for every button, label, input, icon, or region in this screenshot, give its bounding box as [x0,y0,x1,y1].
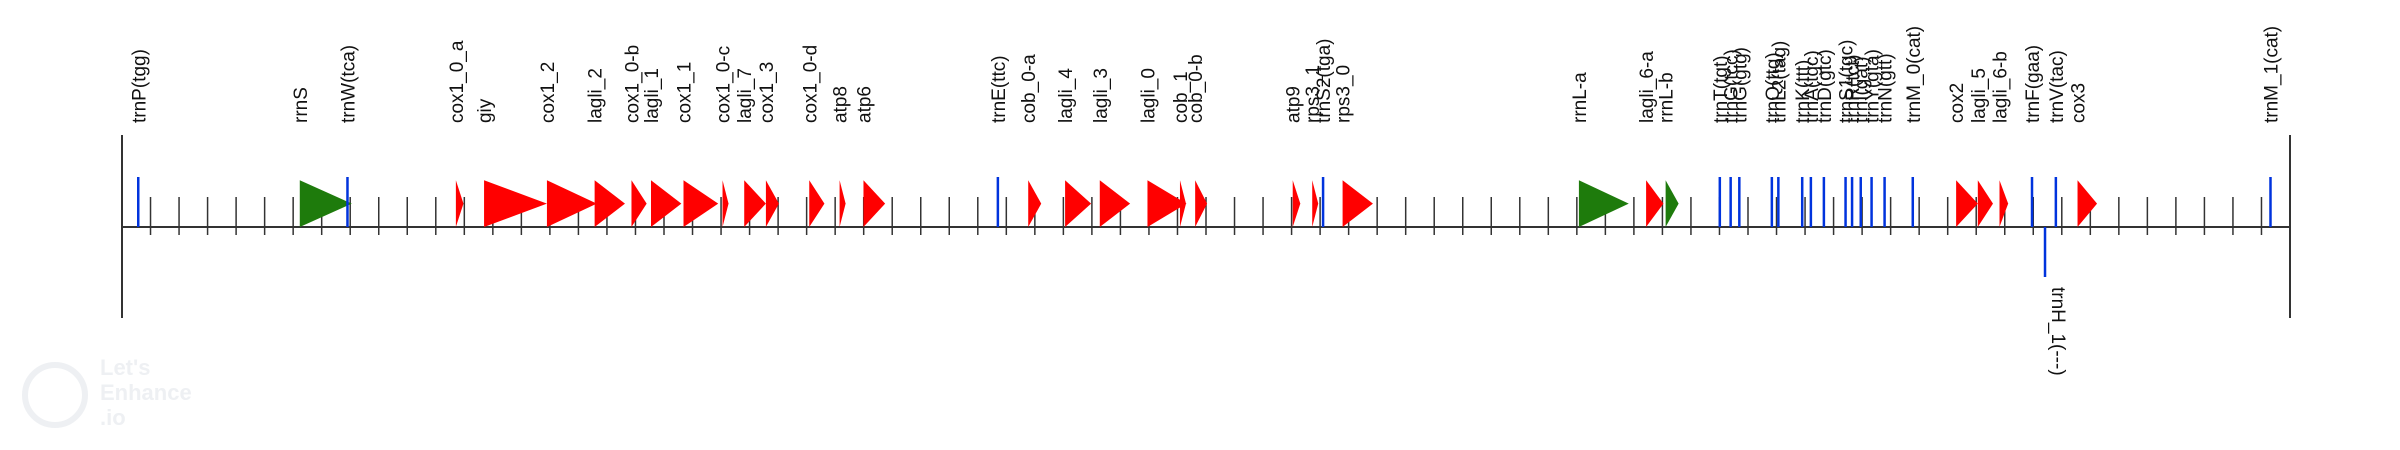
feature-rps3-0 [1342,180,1373,227]
feature-lagli-6-b [1999,180,2009,227]
feature-lagli-6-a [1646,180,1664,227]
feature-label-cob-1: cob_1 [1171,71,1192,123]
feature-cox1-0-c [722,180,729,227]
feature-rrns [299,180,352,227]
feature-label-trnl2-tag: trnL2(tag) [1769,41,1790,123]
feature-label-lagli-5: lagli_5 [1969,68,1990,123]
feature-label-cox3: cox3 [2069,83,2090,123]
feature-label-lagli-1: lagli_1 [642,68,663,123]
feature-lagli-5 [1977,180,1993,227]
feature-rps3-1 [1312,180,1319,227]
feature-lagli-2 [594,180,625,227]
feature-label-cox1-0-d: cox1_0-d [800,45,821,123]
feature-label-cob-0-b: cob_0-b [1186,54,1207,123]
feature-label-trnr-tct: trnR(tct) [1843,54,1864,123]
feature-label-cox1-3: cox1_3 [757,62,778,123]
feature-label-trny-gta: trnY(gta) [1863,49,1884,123]
feature-label-atp9: atp9 [1284,86,1305,123]
feature-label-trng-tcc: trnG(tcc) [1722,49,1743,123]
feature-label-trns2-tga: trnS2(tga) [1314,39,1335,123]
watermark-line2: Enhance [100,380,192,405]
feature-label-trnd-gtc: trnD(gtc) [1815,49,1836,123]
feature-label-rps3-1: rps3_1 [1303,65,1324,123]
feature-label-lagli-4: lagli_4 [1056,68,1077,123]
feature-label-trnt-tgt: trnT(tgt) [1711,55,1732,123]
feature-atp8 [839,180,846,227]
feature-label-trng-gtg: trnG(gtg) [1730,47,1751,123]
feature-label-trni-gat: trnI(gat) [1852,56,1873,123]
feature-label-trnq-ttg: trnQ(ttg) [1763,52,1784,123]
feature-giy [484,180,547,227]
axis-layer [121,135,2291,318]
feature-label-lagli-7: lagli_7 [735,68,756,123]
feature-label-trnf-gaa: trnF(gaa) [2023,45,2044,123]
feature-lagli-3 [1099,180,1131,227]
feature-label-cox1-2: cox1_2 [538,62,559,123]
watermark-line1: Let's [100,355,150,380]
feature-label-lagli-2: lagli_2 [586,68,607,123]
feature-label-trnh-1: trnH_1(---) [2047,287,2068,376]
feature-lagli-1 [650,180,682,227]
feature-lagli-0 [1147,180,1187,227]
feature-label-trns1-tgc: trnS1(tgc) [1837,40,1858,123]
feature-cox2 [1956,180,1978,227]
feature-label-rrnl-b: rrnL-b [1657,72,1678,123]
feature-layer [137,177,2272,277]
feature-label-rrns: rrnS [291,87,312,123]
feature-cox1-1 [683,180,719,227]
feature-label-trnv-tac: trnV(tac) [2047,50,2068,123]
feature-label-trna-tgc: trnA(tgc) [1802,50,1823,123]
feature-label-lagli-0: lagli_0 [1138,68,1159,123]
feature-rrnl-b [1665,180,1679,227]
feature-label-lagli-3: lagli_3 [1091,68,1112,123]
feature-cox1-0-a [455,180,464,227]
feature-label-trnk-ttt: trnK(ttt) [1793,60,1814,123]
feature-cob-0-a [1028,180,1042,227]
feature-cob-1 [1179,180,1186,227]
feature-label-cox1-0-b: cox1_0-b [622,45,643,123]
feature-label-giy: giy [475,98,496,123]
feature-label-trnn-gtt: trnN(gtt) [1876,53,1897,123]
feature-label-atp8: atp8 [831,86,852,123]
feature-cob-0-b [1195,180,1208,227]
feature-label-trne-ttc: trnE(ttc) [989,55,1010,123]
feature-label-trnm-1-cat: trnM_1(cat) [2261,26,2282,123]
feature-label-cob-0-a: cob_0-a [1019,54,1040,123]
feature-label-cox2: cox2 [1947,83,1968,123]
feature-label-cox1-0-a: cox1_0_a [447,40,468,123]
feature-label-lagli-6-a: lagli_6-a [1637,51,1658,123]
feature-label-cox1-0-c: cox1_0-c [714,46,735,123]
feature-atp6 [863,180,886,227]
feature-label-trnp-tgg: trnP(tgg) [129,49,150,123]
feature-cox3 [2077,180,2098,227]
feature-cox1-0-b [631,180,647,227]
feature-cox1-2 [546,180,597,227]
watermark: Let's Enhance .io [22,355,192,430]
feature-label-rps3-0: rps3_0 [1334,65,1355,123]
feature-lagli-7 [744,180,766,227]
feature-label-trnm-0-cat: trnM_0(cat) [1904,26,1925,123]
feature-label-rrnl-a: rrnL-a [1570,72,1591,123]
feature-atp9 [1292,180,1301,227]
feature-rrnl-a [1578,180,1629,227]
feature-cox1-0-d [809,180,825,227]
feature-label-cox1-1: cox1_1 [675,62,696,123]
feature-cox1-3 [765,180,779,227]
feature-label-trnw-tca: trnW(tca) [338,45,359,123]
watermark-line3: .io [100,405,126,430]
feature-label-atp6: atp6 [854,86,875,123]
feature-lagli-4 [1065,180,1092,227]
feature-label-lagli-6-b: lagli_6-b [1990,51,2011,123]
